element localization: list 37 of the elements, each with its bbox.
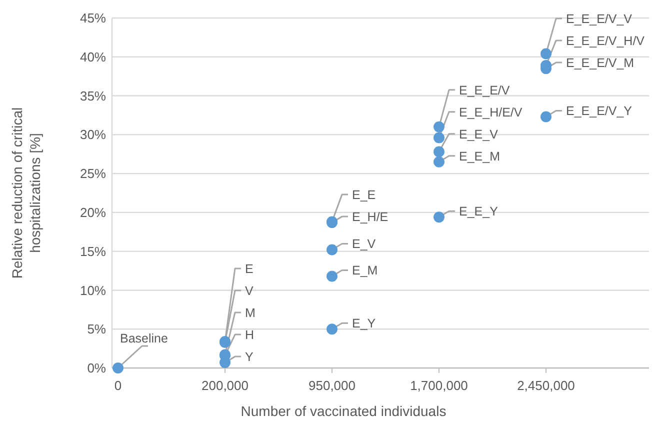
x-tick-label: 200,000 xyxy=(202,378,248,393)
annotation: E_E_E/V_H/V xyxy=(566,34,646,48)
y-tick-label: 35% xyxy=(80,88,106,104)
annotation: V xyxy=(245,284,254,298)
y-tick-label: 30% xyxy=(80,127,106,142)
y-tick-label: 40% xyxy=(80,49,106,64)
y-tick-label: 0% xyxy=(87,360,106,376)
y-tick-label: 25% xyxy=(80,166,106,182)
y-axis-title: Relative reduction of critical hospitalizations [%] xyxy=(9,107,43,279)
annotation: E_E xyxy=(352,188,376,202)
annotation: E_E_Y xyxy=(459,204,499,218)
y-tick-label: 5% xyxy=(87,322,106,337)
y-tick-label: 20% xyxy=(80,204,106,220)
annotation: E_Y xyxy=(352,316,376,330)
annotation: E_H/E xyxy=(352,210,388,224)
annotation: M xyxy=(245,306,256,320)
x-tick-label: 950,000 xyxy=(308,378,356,393)
annotation: E_M xyxy=(352,264,378,278)
annotation: E_V xyxy=(352,237,376,252)
annotation: E_E_E/V_Y xyxy=(566,104,633,118)
y-tick-label: 45% xyxy=(80,10,106,26)
annotation: Baseline xyxy=(120,331,168,346)
annotation: E_E_E/V_V xyxy=(566,12,633,26)
annotation: H xyxy=(245,328,254,342)
x-axis-title: Number of vaccinated individuals xyxy=(240,403,446,419)
annotation: E_E_E/V_M xyxy=(566,56,634,70)
annotation: E_E_H/E/V xyxy=(459,105,523,120)
x-tick-label: 1,700,000 xyxy=(410,378,468,393)
annotation: E_E_M xyxy=(459,149,500,164)
x-tick-label: 2,450,000 xyxy=(517,378,575,393)
x-tick-label: 0 xyxy=(114,378,122,393)
annotation: E xyxy=(245,262,254,276)
annotation: E_E_E/V xyxy=(459,83,510,98)
y-tick-label: 15% xyxy=(80,244,106,259)
annotation: E_E_V xyxy=(459,127,499,142)
annotation: Y xyxy=(245,350,254,364)
y-tick-label: 10% xyxy=(80,282,106,298)
